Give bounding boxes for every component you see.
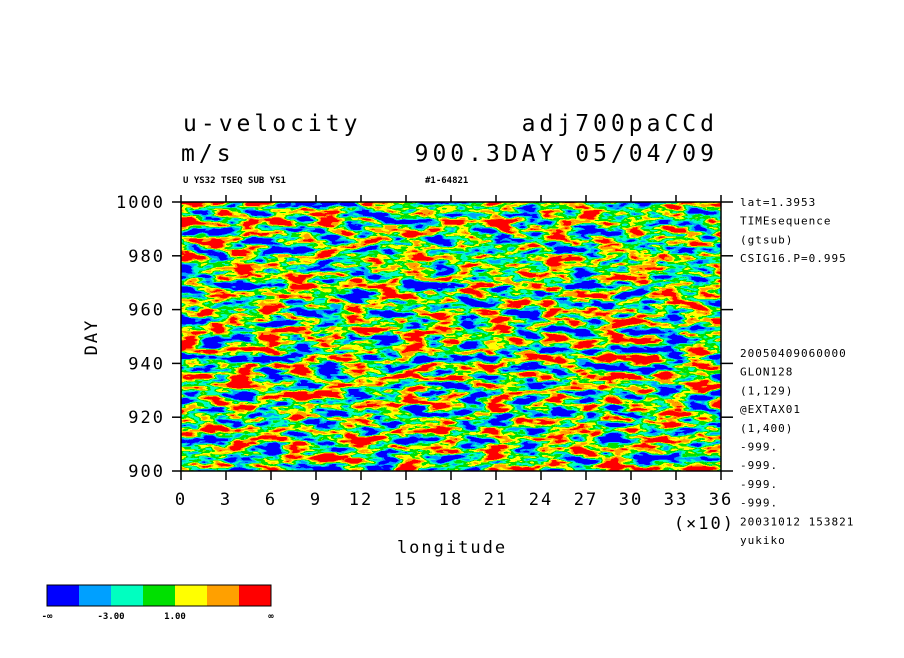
info-text: (gtsub) (740, 233, 793, 246)
colorbar-box (207, 585, 239, 606)
info-text: (1,129) (740, 384, 793, 397)
info-text: TIMEsequence (740, 215, 831, 228)
note-right: #1-64821 (425, 176, 468, 186)
x-tick-label: 15 (394, 490, 418, 510)
colorbar-box (175, 585, 207, 606)
y-tick-label: 1000 (116, 193, 165, 213)
y-tick-label: 920 (128, 408, 165, 428)
title: u-velocity (183, 111, 361, 137)
x-tick-label: 9 (310, 490, 322, 510)
colorbar-box (143, 585, 175, 606)
y-tick-label: 900 (128, 462, 165, 482)
x-tick-label: 21 (484, 490, 508, 510)
x-tick-label: 18 (439, 490, 463, 510)
info-text: 20050409060000 (740, 347, 847, 360)
colorbar-label: 1.00 (164, 612, 186, 622)
x-tick-label: 6 (265, 490, 277, 510)
info-text: -999. (740, 441, 778, 454)
colorbar-box (239, 585, 271, 606)
x-tick-label: 24 (529, 490, 553, 510)
colorbar-label: -∞ (42, 612, 53, 622)
info-text: 20031012 153821 (740, 515, 854, 528)
x-axis-label: longitude (397, 538, 507, 558)
x-tick-label: 12 (349, 490, 373, 510)
colorbar-label: -3.00 (97, 612, 124, 622)
y-tick-label: 980 (128, 247, 165, 267)
y-tick-label: 940 (128, 354, 165, 374)
info-text: -999. (740, 497, 778, 510)
colorbar-box (47, 585, 79, 606)
y-axis-label: DAY (82, 319, 102, 356)
subtitle-right: 900.3DAY 05/04/09 (415, 141, 718, 167)
colorbar-box (111, 585, 143, 606)
colorbar-frame (46, 584, 272, 607)
note: U YS32 TSEQ SUB YS1 (183, 176, 286, 186)
info-text: yukiko (740, 534, 786, 547)
x-tick-label: 30 (619, 490, 643, 510)
info-text: -999. (740, 478, 778, 491)
x-tick-label: 0 (175, 490, 187, 510)
y-tick-label: 960 (128, 301, 165, 321)
info-text: CSIG16.P=0.995 (740, 252, 847, 265)
info-text: (1,400) (740, 422, 793, 435)
info-text: GLON128 (740, 366, 793, 379)
subtitle: m/s (181, 141, 235, 167)
x-tick-label: 36 (709, 490, 733, 510)
info-text: @EXTAX01 (740, 403, 801, 416)
x-tick-label: 3 (220, 490, 232, 510)
info-text: -999. (740, 459, 778, 472)
x-tick-label: 27 (574, 490, 598, 510)
colorbar-label: ∞ (268, 612, 274, 622)
x-tick-label: 33 (664, 490, 688, 510)
colorbar-box (79, 585, 111, 606)
x-unit: (×10) (674, 514, 735, 534)
contour-field (181, 202, 721, 471)
title-right: adj700paCCd (522, 111, 718, 137)
info-text: lat=1.3953 (740, 196, 816, 209)
